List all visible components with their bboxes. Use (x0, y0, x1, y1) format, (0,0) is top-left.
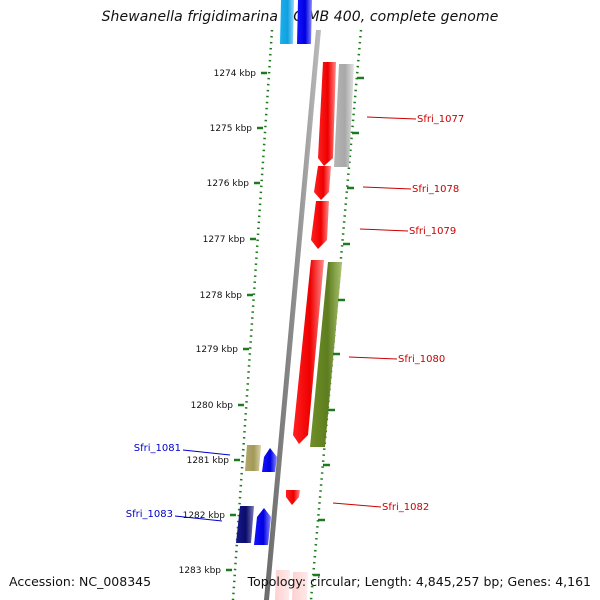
gene-label-leader (174, 515, 223, 522)
gene-label-leader (348, 356, 398, 360)
genome-backbone (264, 30, 321, 600)
tick-label: 1282 kbp (183, 511, 226, 521)
gene-label-sfri-1081[interactable]: Sfri_1081 (134, 443, 181, 454)
gene-label-leader (332, 502, 382, 508)
tick-label: 1279 kbp (196, 345, 239, 355)
tick-label: 1274 kbp (214, 69, 257, 79)
gene-arrow-sfri-1080 (293, 260, 324, 444)
gene-label-sfri-1082[interactable]: Sfri_1082 (382, 502, 429, 513)
gene-khaki (245, 445, 261, 471)
accession-label: Accession: NC_008345 (9, 574, 152, 589)
gene-label-sfri-1077[interactable]: Sfri_1077 (417, 114, 464, 125)
gene-label-leader (359, 228, 409, 232)
gene-cyan-top (280, 0, 294, 44)
gene-blue-top (297, 0, 312, 44)
tick-label: 1276 kbp (207, 179, 250, 189)
tick-label: 1278 kbp (200, 291, 243, 301)
gene-arrow-sfri-1083 (254, 508, 271, 545)
tick-label: 1275 kbp (210, 124, 253, 134)
gene-arrow-sfri-1082 (286, 490, 300, 505)
gene-label-leader (362, 186, 412, 190)
gene-label-leader (366, 116, 417, 120)
tick-label: 1280 kbp (191, 401, 234, 411)
gene-label-leader (182, 449, 231, 456)
gene-label-sfri-1078[interactable]: Sfri_1078 (412, 184, 459, 195)
gene-navy (236, 506, 254, 543)
topology-label: Topology: circular; Length: 4,845,257 bp… (247, 574, 591, 589)
tick-label: 1277 kbp (203, 235, 246, 245)
gene-arrow-sfri-1081 (262, 448, 277, 472)
gene-label-sfri-1080[interactable]: Sfri_1080 (398, 354, 445, 365)
gene-arrow-sfri-1079 (311, 201, 329, 249)
gene-pink-bottom-1 (275, 570, 290, 600)
tick-label: 1281 kbp (187, 456, 230, 466)
gene-pink-bottom-2 (292, 572, 308, 600)
gene-arrow-sfri-1077 (318, 62, 336, 166)
gene-arrow-sfri-1078 (314, 166, 331, 200)
gene-label-sfri-1079[interactable]: Sfri_1079 (409, 226, 456, 237)
tick-label: 1283 kbp (179, 566, 222, 576)
gene-olive (310, 262, 342, 447)
gene-label-sfri-1083[interactable]: Sfri_1083 (126, 509, 173, 520)
gene-gray (334, 64, 354, 167)
